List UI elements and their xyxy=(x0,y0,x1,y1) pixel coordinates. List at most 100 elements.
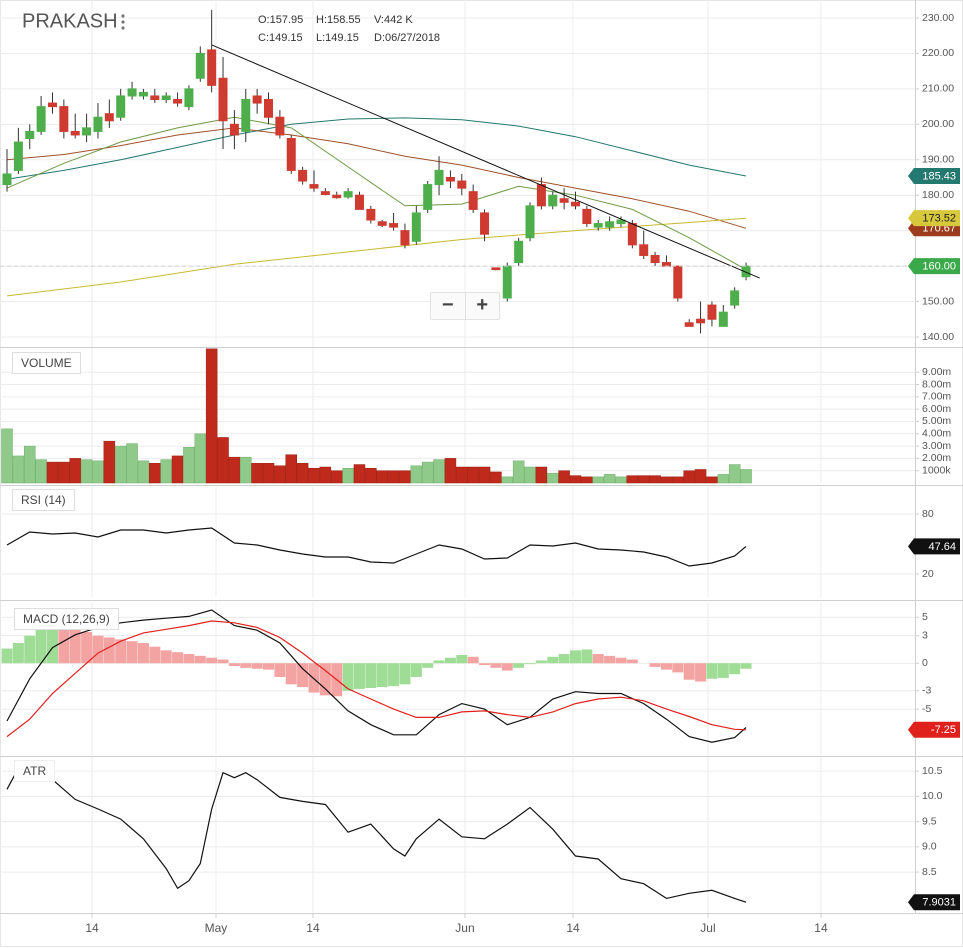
y-tick-label: 5.00m xyxy=(922,415,951,427)
volume-bar xyxy=(490,471,502,484)
ohlc-info: C:149.15 xyxy=(258,32,303,44)
volume-bar xyxy=(558,470,570,484)
volume-bar xyxy=(330,470,343,484)
x-tick-label: Jun xyxy=(455,921,474,935)
histogram-bar xyxy=(217,659,229,664)
volume-bar xyxy=(683,470,695,484)
y-tick-label: 1000k xyxy=(922,464,951,476)
x-tick-label: 14 xyxy=(566,921,580,935)
histogram-bar xyxy=(24,635,36,664)
panel-label: RSI (14) xyxy=(12,489,75,511)
y-tick-label: 5 xyxy=(922,611,928,623)
candle-body xyxy=(25,130,35,140)
histogram-bar xyxy=(649,663,661,667)
volume-bar xyxy=(728,464,741,484)
volume-bar xyxy=(171,455,184,484)
volume-bar xyxy=(649,475,661,484)
x-tick-label: May xyxy=(205,921,228,935)
candle-body xyxy=(218,77,228,122)
candle-body xyxy=(627,223,637,246)
value-tag xyxy=(908,721,960,738)
volume-bar xyxy=(92,460,104,484)
value-tag-label: 185.43 xyxy=(922,170,956,182)
candle-body xyxy=(525,205,535,239)
volume-bar xyxy=(114,445,127,484)
value-tag-label: 173.52 xyxy=(922,213,956,225)
candle-body xyxy=(47,102,57,108)
macd-line xyxy=(6,620,747,738)
histogram-bar xyxy=(46,622,58,664)
volume-bar xyxy=(274,465,286,484)
trend-line xyxy=(211,44,760,279)
histogram-bar xyxy=(183,654,195,664)
histogram-bar xyxy=(160,650,172,664)
histogram-bar xyxy=(695,663,707,682)
panel-label: MACD (12,26,9) xyxy=(14,608,119,630)
histogram-bar xyxy=(228,663,240,666)
candle-body xyxy=(127,88,137,97)
indicator-line xyxy=(6,765,747,903)
histogram-bar xyxy=(115,639,127,664)
menu-icon[interactable] xyxy=(121,14,125,30)
candle-body xyxy=(445,176,455,182)
histogram-bar xyxy=(388,663,400,687)
candle-body xyxy=(480,212,490,235)
candle-body xyxy=(184,88,194,108)
volume-bar xyxy=(547,472,559,484)
grid: 230.00220.00210.00200.00190.00180.00170.… xyxy=(0,0,954,935)
zoom-out-button[interactable]: − xyxy=(441,294,454,316)
y-tick-label: 210.00 xyxy=(922,83,954,95)
x-tick-label: 14 xyxy=(814,921,828,935)
volume-bar xyxy=(740,469,752,484)
histogram-bar xyxy=(592,654,604,664)
value-tag-label: 47.64 xyxy=(928,541,956,553)
candle-body xyxy=(343,191,353,198)
histogram-bar xyxy=(456,654,468,664)
volume-bar xyxy=(228,456,241,484)
histogram-bar xyxy=(535,660,547,664)
candle-body xyxy=(229,123,239,136)
ohlc-info: H:158.55 xyxy=(316,14,361,26)
volume-bar xyxy=(615,476,627,484)
value-tag xyxy=(908,538,960,555)
candle-body xyxy=(639,244,649,256)
y-tick-label: 4.00m xyxy=(922,428,951,440)
histogram-bar xyxy=(274,663,286,677)
volume-bar xyxy=(672,476,684,484)
y-tick-label: -5 xyxy=(922,703,931,715)
marks xyxy=(0,9,915,903)
ohlc-info: L:149.15 xyxy=(316,32,359,44)
y-tick-label: 10.5 xyxy=(922,765,943,777)
volume-bar xyxy=(296,463,309,484)
histogram-bar xyxy=(524,663,536,665)
y-tick-label: 10.0 xyxy=(922,790,943,802)
candle-body xyxy=(298,169,308,182)
volume-bar xyxy=(342,467,354,484)
zoom-in-button[interactable]: + xyxy=(464,293,500,319)
histogram-bar xyxy=(365,663,377,688)
chart-title: PRAKASH xyxy=(22,10,118,32)
volume-bar xyxy=(251,463,263,484)
candle-body xyxy=(514,240,524,264)
volume-bar xyxy=(421,461,434,484)
candle-body xyxy=(434,169,444,186)
volume-bar xyxy=(205,348,218,484)
candle-body xyxy=(264,99,274,118)
histogram-bar xyxy=(149,646,161,664)
candle-body xyxy=(570,201,580,207)
volume-bar xyxy=(285,454,298,484)
candle-body xyxy=(661,262,671,267)
ohlc-info: O:157.95 xyxy=(258,14,303,26)
volume-bar xyxy=(501,476,514,484)
volume-bar xyxy=(58,461,70,484)
y-tick-label: 230.00 xyxy=(922,12,954,24)
candle-body xyxy=(286,138,296,171)
volume-bar xyxy=(387,470,400,484)
histogram-bar xyxy=(479,663,491,666)
candle-body xyxy=(82,127,92,136)
candle-body xyxy=(309,184,319,189)
candle-body xyxy=(389,223,399,228)
candle-body xyxy=(400,230,410,246)
volume-bar xyxy=(569,475,582,484)
y-tick-label: 200.00 xyxy=(922,118,954,130)
